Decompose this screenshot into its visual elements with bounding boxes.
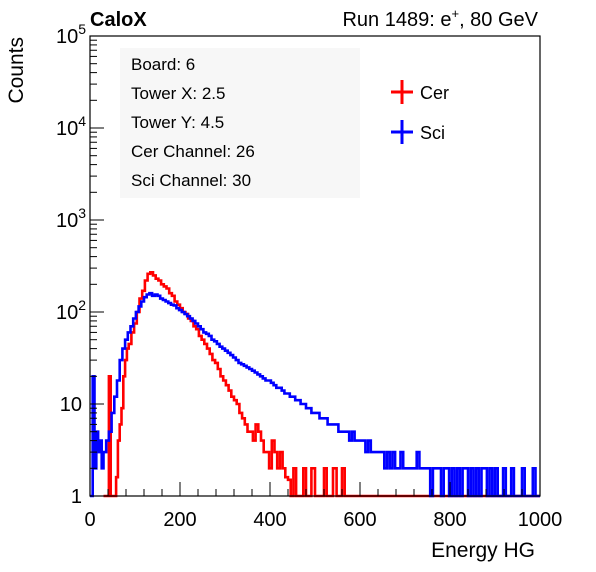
y-tick-exponent: 4 [78,113,86,129]
x-tick-label: 400 [253,509,286,531]
y-tick-label: 10 [60,394,82,416]
series-sci-line [90,291,540,498]
run-label: Run 1489: e+, 80 GeV [342,6,538,31]
x-axis-title: Energy HG [431,539,535,562]
y-tick-label: 102 [56,297,86,324]
y-tick-label: 103 [56,205,86,232]
run-label-suffix: , 80 GeV [459,9,539,31]
legend: Cer Sci [391,80,449,144]
legend-marker-cer [391,80,413,104]
info-cer-channel: Cer Channel: 26 [131,142,255,161]
x-tick-label: 0 [84,509,95,531]
y-tick-base: 10 [56,26,78,48]
y-tick-exponent: 3 [78,205,86,221]
info-tower-x: Tower X: 2.5 [131,84,226,103]
info-box: Board: 6 Tower X: 2.5 Tower Y: 4.5 Cer C… [120,48,360,198]
y-tick-exponent: 5 [78,21,86,37]
x-tick-label: 200 [163,509,196,531]
y-axis-title: Counts [5,37,28,104]
series-layer [90,271,540,498]
plot-frame [89,35,541,497]
run-label-sup: + [451,6,459,21]
x-tick-label: 800 [433,509,466,531]
legend-marker-sci [391,120,413,144]
y-tick-exponent: 2 [78,297,86,313]
run-label-prefix: Run 1489: e [342,9,451,31]
legend-label-sci: Sci [420,123,445,143]
x-tick-label: 600 [343,509,376,531]
legend-label-cer: Cer [420,83,449,103]
y-tick-label: 1 [71,486,82,508]
y-tick-base: 10 [56,302,78,324]
x-tick-label: 1000 [518,509,563,531]
info-sci-channel: Sci Channel: 30 [131,171,251,190]
y-tick-label: 105 [56,21,86,48]
y-tick-base: 10 [56,118,78,140]
y-tick-label: 104 [56,113,86,140]
experiment-label: CaloX [90,9,147,31]
y-tick-base: 10 [56,210,78,232]
info-tower-y: Tower Y: 4.5 [131,113,224,132]
info-box-background [120,48,360,198]
info-board: Board: 6 [131,55,195,74]
